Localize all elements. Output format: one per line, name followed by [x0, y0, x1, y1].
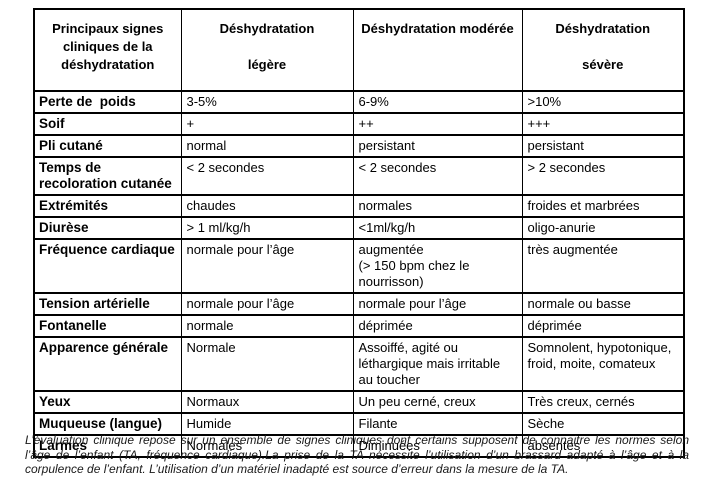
table-cell: Filante: [352, 412, 523, 436]
row-label: Larmes: [33, 434, 182, 458]
row-label: Fontanelle: [33, 314, 182, 338]
dehydration-signs-table: Principaux signes cliniques de la déshyd…: [33, 8, 685, 458]
table-cell: normale pour l’âge: [180, 292, 354, 316]
table-cell: normal: [180, 134, 354, 158]
row-label: Diurèse: [33, 216, 182, 240]
row-label: Soif: [33, 112, 182, 136]
row-label: Tension artérielle: [33, 292, 182, 316]
table-cell: Très creux, cernés: [521, 390, 685, 414]
header-cell-severe: Déshydratation sévère: [521, 8, 685, 92]
row-label: Perte de poids: [33, 90, 182, 114]
table-cell: 3-5%: [180, 90, 354, 114]
table-cell: normale pour l’âge: [352, 292, 523, 316]
table-cell: ++: [352, 112, 523, 136]
table-cell: Normaux: [180, 390, 354, 414]
table-cell: déprimée: [352, 314, 523, 338]
table-cell: déprimée: [521, 314, 685, 338]
table-cell: Sèche: [521, 412, 685, 436]
table-cell: chaudes: [180, 194, 354, 218]
table-row: Soif + ++ +++: [33, 112, 685, 136]
table-cell: > 1 ml/kg/h: [180, 216, 354, 240]
table-cell: persistant: [352, 134, 523, 158]
row-label: Pli cutané: [33, 134, 182, 158]
table-cell: normale pour l’âge: [180, 238, 354, 294]
table-cell: +++: [521, 112, 685, 136]
table-cell: normale: [180, 314, 354, 338]
table-cell: très augmentée: [521, 238, 685, 294]
table-cell: absentes: [521, 434, 685, 458]
row-label: Apparence générale: [33, 336, 182, 392]
header-cell-mild: Déshydratation légère: [180, 8, 354, 92]
table-cell: Normales: [180, 434, 354, 458]
header-cell-moderate: Déshydratation modérée: [352, 8, 523, 92]
table-cell: normales: [352, 194, 523, 218]
table-row: Muqueuse (langue) Humide Filante Sèche: [33, 412, 685, 436]
table-cell: >10%: [521, 90, 685, 114]
row-label: Muqueuse (langue): [33, 412, 182, 436]
row-label: Yeux: [33, 390, 182, 414]
table-row: Apparence générale Normale Assoiffé, agi…: [33, 336, 685, 392]
table-row: Temps de recoloration cutanée < 2 second…: [33, 156, 685, 196]
header-cell-signs: Principaux signes cliniques de la déshyd…: [33, 8, 182, 92]
table-cell: Humide: [180, 412, 354, 436]
table-row: Perte de poids 3-5% 6-9% >10%: [33, 90, 685, 114]
table-cell: froides et marbrées: [521, 194, 685, 218]
table-cell: normale ou basse: [521, 292, 685, 316]
table-cell: < 2 secondes: [352, 156, 523, 196]
table-cell: < 2 secondes: [180, 156, 354, 196]
clinical-evaluation-note: L’évaluation clinique repose sur un ense…: [25, 433, 689, 476]
table-row: Yeux Normaux Un peu cerné, creux Très cr…: [33, 390, 685, 414]
table-cell: Normale: [180, 336, 354, 392]
row-label: Extrémités: [33, 194, 182, 218]
table-cell: Assoiffé, agité ou léthargique mais irri…: [352, 336, 523, 392]
table-cell: oligo-anurie: [521, 216, 685, 240]
row-label: Temps de recoloration cutanée: [33, 156, 182, 196]
table-row: Extrémités chaudes normales froides et m…: [33, 194, 685, 218]
table-row: Fréquence cardiaque normale pour l’âge a…: [33, 238, 685, 294]
row-label: Fréquence cardiaque: [33, 238, 182, 294]
table-cell: Un peu cerné, creux: [352, 390, 523, 414]
table-cell: Somnolent, hypotonique, froid, moite, co…: [521, 336, 685, 392]
table-row: Tension artérielle normale pour l’âge no…: [33, 292, 685, 316]
table-header-row: Principaux signes cliniques de la déshyd…: [33, 8, 685, 92]
table-row: Diurèse > 1 ml/kg/h <1ml/kg/h oligo-anur…: [33, 216, 685, 240]
table-cell: persistant: [521, 134, 685, 158]
table-cell: +: [180, 112, 354, 136]
table-cell: augmentée (> 150 bpm chez le nourrisson): [352, 238, 523, 294]
table-cell: 6-9%: [352, 90, 523, 114]
table-cell: <1ml/kg/h: [352, 216, 523, 240]
table-cell: > 2 secondes: [521, 156, 685, 196]
table-row: Fontanelle normale déprimée déprimée: [33, 314, 685, 338]
table-row: Larmes Normales Diminuées absentes: [33, 434, 685, 458]
table-row: Pli cutané normal persistant persistant: [33, 134, 685, 158]
